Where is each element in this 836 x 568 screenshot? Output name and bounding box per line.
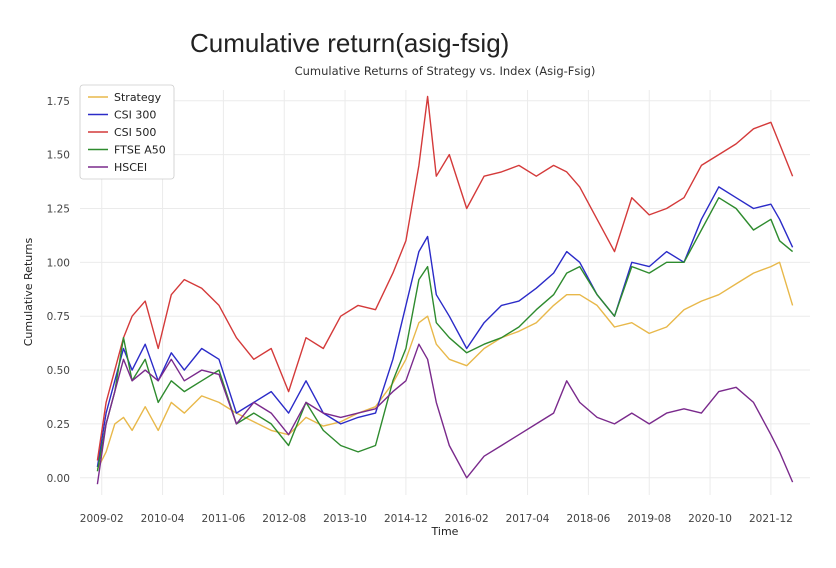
y-tick-label: 1.25 [47, 203, 70, 215]
legend: Strategy CSI 300 CSI 500 FTSE A50 HSCEI [79, 84, 175, 180]
x-tick-label: 2009-02 [80, 513, 124, 525]
legend-label-hscei: HSCEI [114, 161, 147, 174]
series-line-csi-500 [96, 95, 794, 461]
x-tick-label: 2013-10 [323, 513, 367, 525]
slide-title: Cumulative return(asig-fsig) [190, 28, 510, 58]
legend-label-strategy: Strategy [114, 91, 162, 104]
y-tick-label: 1.50 [47, 150, 70, 162]
y-tick-label: 0.75 [47, 311, 70, 323]
x-tick-label: 2011-06 [201, 513, 245, 525]
legend-label-ftse-a50: FTSE A50 [114, 144, 166, 157]
x-tick-label: 2018-06 [566, 513, 610, 525]
y-tick-labels: 0.00 0.25 0.50 0.75 1.00 1.25 1.50 1.75 [47, 96, 70, 485]
y-tick-label: 1.00 [47, 257, 70, 269]
y-tick-label: 0.25 [47, 419, 70, 431]
x-tick-label: 2019-08 [627, 513, 671, 525]
x-tick-label: 2021-12 [749, 513, 793, 525]
series-line-strategy [96, 261, 794, 470]
x-tick-label: 2012-08 [262, 513, 306, 525]
y-tick-label: 1.75 [47, 96, 70, 108]
y-tick-label: 0.50 [47, 365, 70, 377]
x-axis-label: Time [431, 525, 459, 538]
x-tick-label: 2016-02 [445, 513, 489, 525]
chart-title: Cumulative Returns of Strategy vs. Index… [295, 64, 596, 78]
series-line-ftse-a50 [96, 196, 794, 472]
grid [80, 90, 810, 495]
x-tick-label: 2017-04 [506, 513, 550, 525]
y-tick-label: 0.00 [47, 473, 70, 485]
x-tick-label: 2014-12 [384, 513, 428, 525]
x-tick-label: 2020-10 [688, 513, 732, 525]
x-tick-labels: 2009-02 2010-04 2011-06 2012-08 2013-10 2014-… [80, 513, 793, 525]
legend-box [79, 84, 175, 180]
series-line-csi-300 [96, 186, 794, 468]
series-line-hscei [96, 343, 794, 485]
legend-label-csi-300: CSI 300 [114, 109, 156, 122]
series-lines [96, 95, 794, 485]
x-tick-label: 2010-04 [141, 513, 185, 525]
y-axis-label: Cumulative Returns [22, 237, 35, 346]
legend-label-csi-500: CSI 500 [114, 126, 156, 139]
